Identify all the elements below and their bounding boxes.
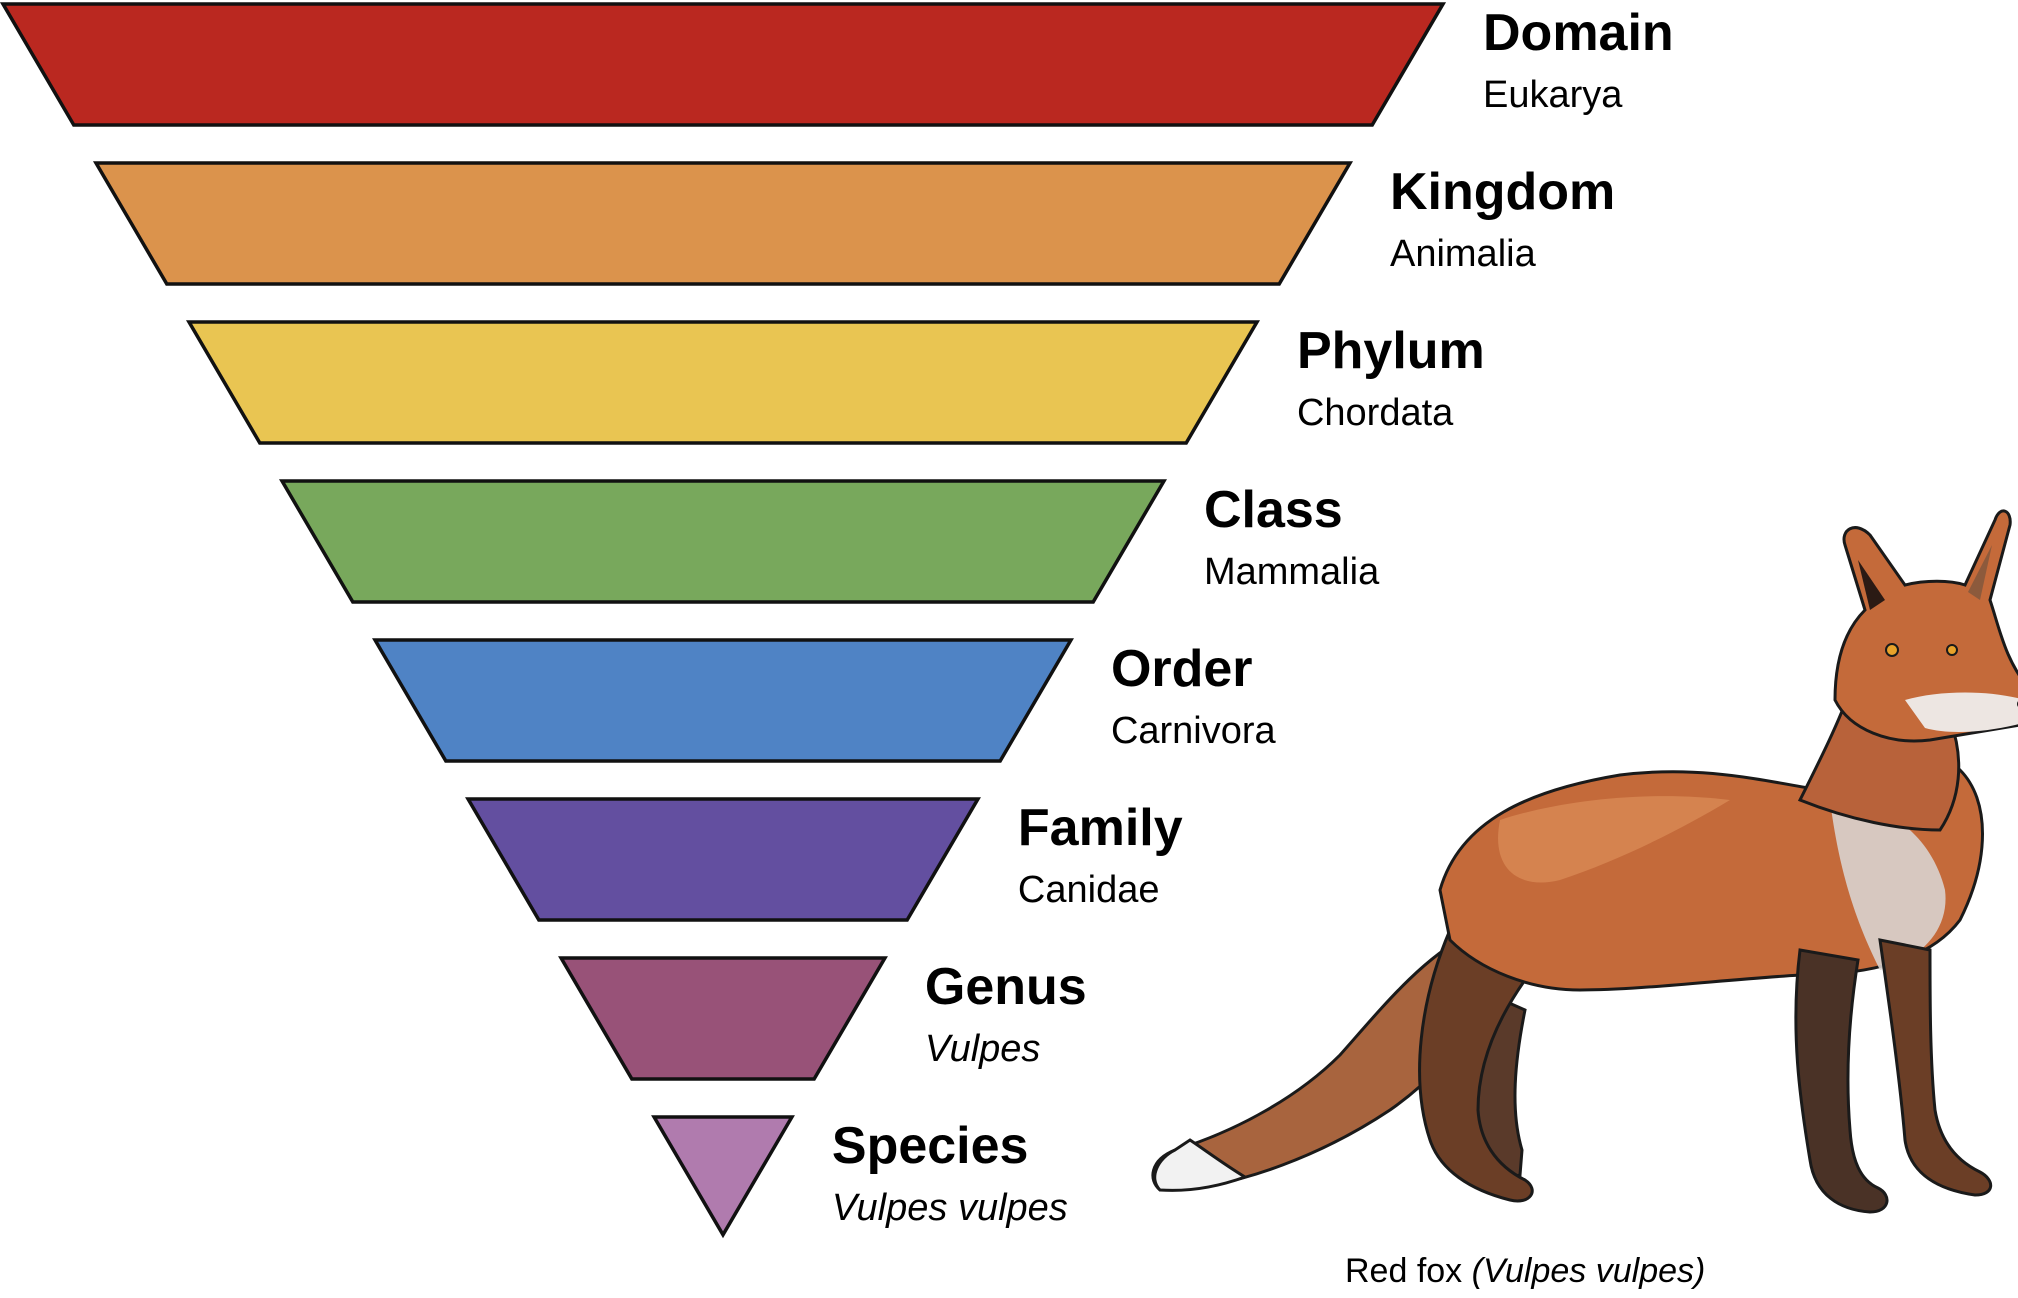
taxon-label-phylum: Chordata	[1297, 392, 1454, 434]
taxon-label-class: Mammalia	[1204, 551, 1380, 593]
rank-label-order: Order	[1111, 640, 1253, 698]
fox-front-leg-far	[1878, 938, 1993, 1197]
level-band-class	[278, 479, 1168, 604]
level-band-kingdom	[92, 161, 1354, 286]
level-band-species	[651, 1115, 795, 1239]
fox-chest	[1830, 800, 1946, 970]
fox-body-shade	[1498, 796, 1730, 883]
fox-tail-tip	[1153, 1138, 1249, 1192]
fox-caption-common-name: Red fox	[1345, 1252, 1472, 1290]
fox-hind-leg-near	[1418, 928, 1543, 1203]
fox-ear-inner-right	[1968, 545, 1992, 600]
level-band-phylum	[185, 320, 1261, 445]
taxonomy-levels: Domain Eukarya Kingdom Animalia Phylum Chorda…	[0, 2, 1674, 1239]
fox-caption: Red fox (Vulpes vulpes)	[1345, 1252, 1705, 1290]
taxon-label-domain: Eukarya	[1483, 74, 1623, 116]
red-fox-illustration	[1151, 509, 2018, 1214]
rank-label-family: Family	[1018, 799, 1183, 857]
level-band-domain	[0, 2, 1447, 127]
level-band-family	[465, 797, 981, 922]
taxon-label-kingdom: Animalia	[1390, 233, 1537, 275]
rank-label-domain: Domain	[1483, 4, 1674, 62]
fox-front-leg-near	[1794, 948, 1889, 1214]
rank-label-phylum: Phylum	[1297, 322, 1485, 380]
level-band-genus	[558, 956, 888, 1081]
taxon-label-genus: Vulpes	[925, 1028, 1041, 1070]
fox-eye-left	[1885, 643, 1899, 657]
taxon-label-order: Carnivora	[1111, 710, 1277, 752]
rank-label-kingdom: Kingdom	[1390, 163, 1615, 221]
rank-label-genus: Genus	[925, 958, 1087, 1016]
fox-eye-right	[1946, 644, 1958, 656]
fox-head	[1833, 509, 2018, 743]
rank-label-species: Species	[832, 1117, 1029, 1175]
fox-caption-scientific-name: (Vulpes vulpes)	[1472, 1252, 1706, 1290]
taxon-label-species: Vulpes vulpes	[832, 1187, 1068, 1229]
fox-tail	[1151, 932, 1492, 1192]
fox-ear-inner	[1858, 560, 1885, 610]
rank-label-class: Class	[1204, 481, 1343, 539]
level-band-order	[372, 638, 1074, 763]
taxon-label-family: Canidae	[1018, 869, 1160, 911]
fox-muzzle	[1905, 692, 2018, 732]
